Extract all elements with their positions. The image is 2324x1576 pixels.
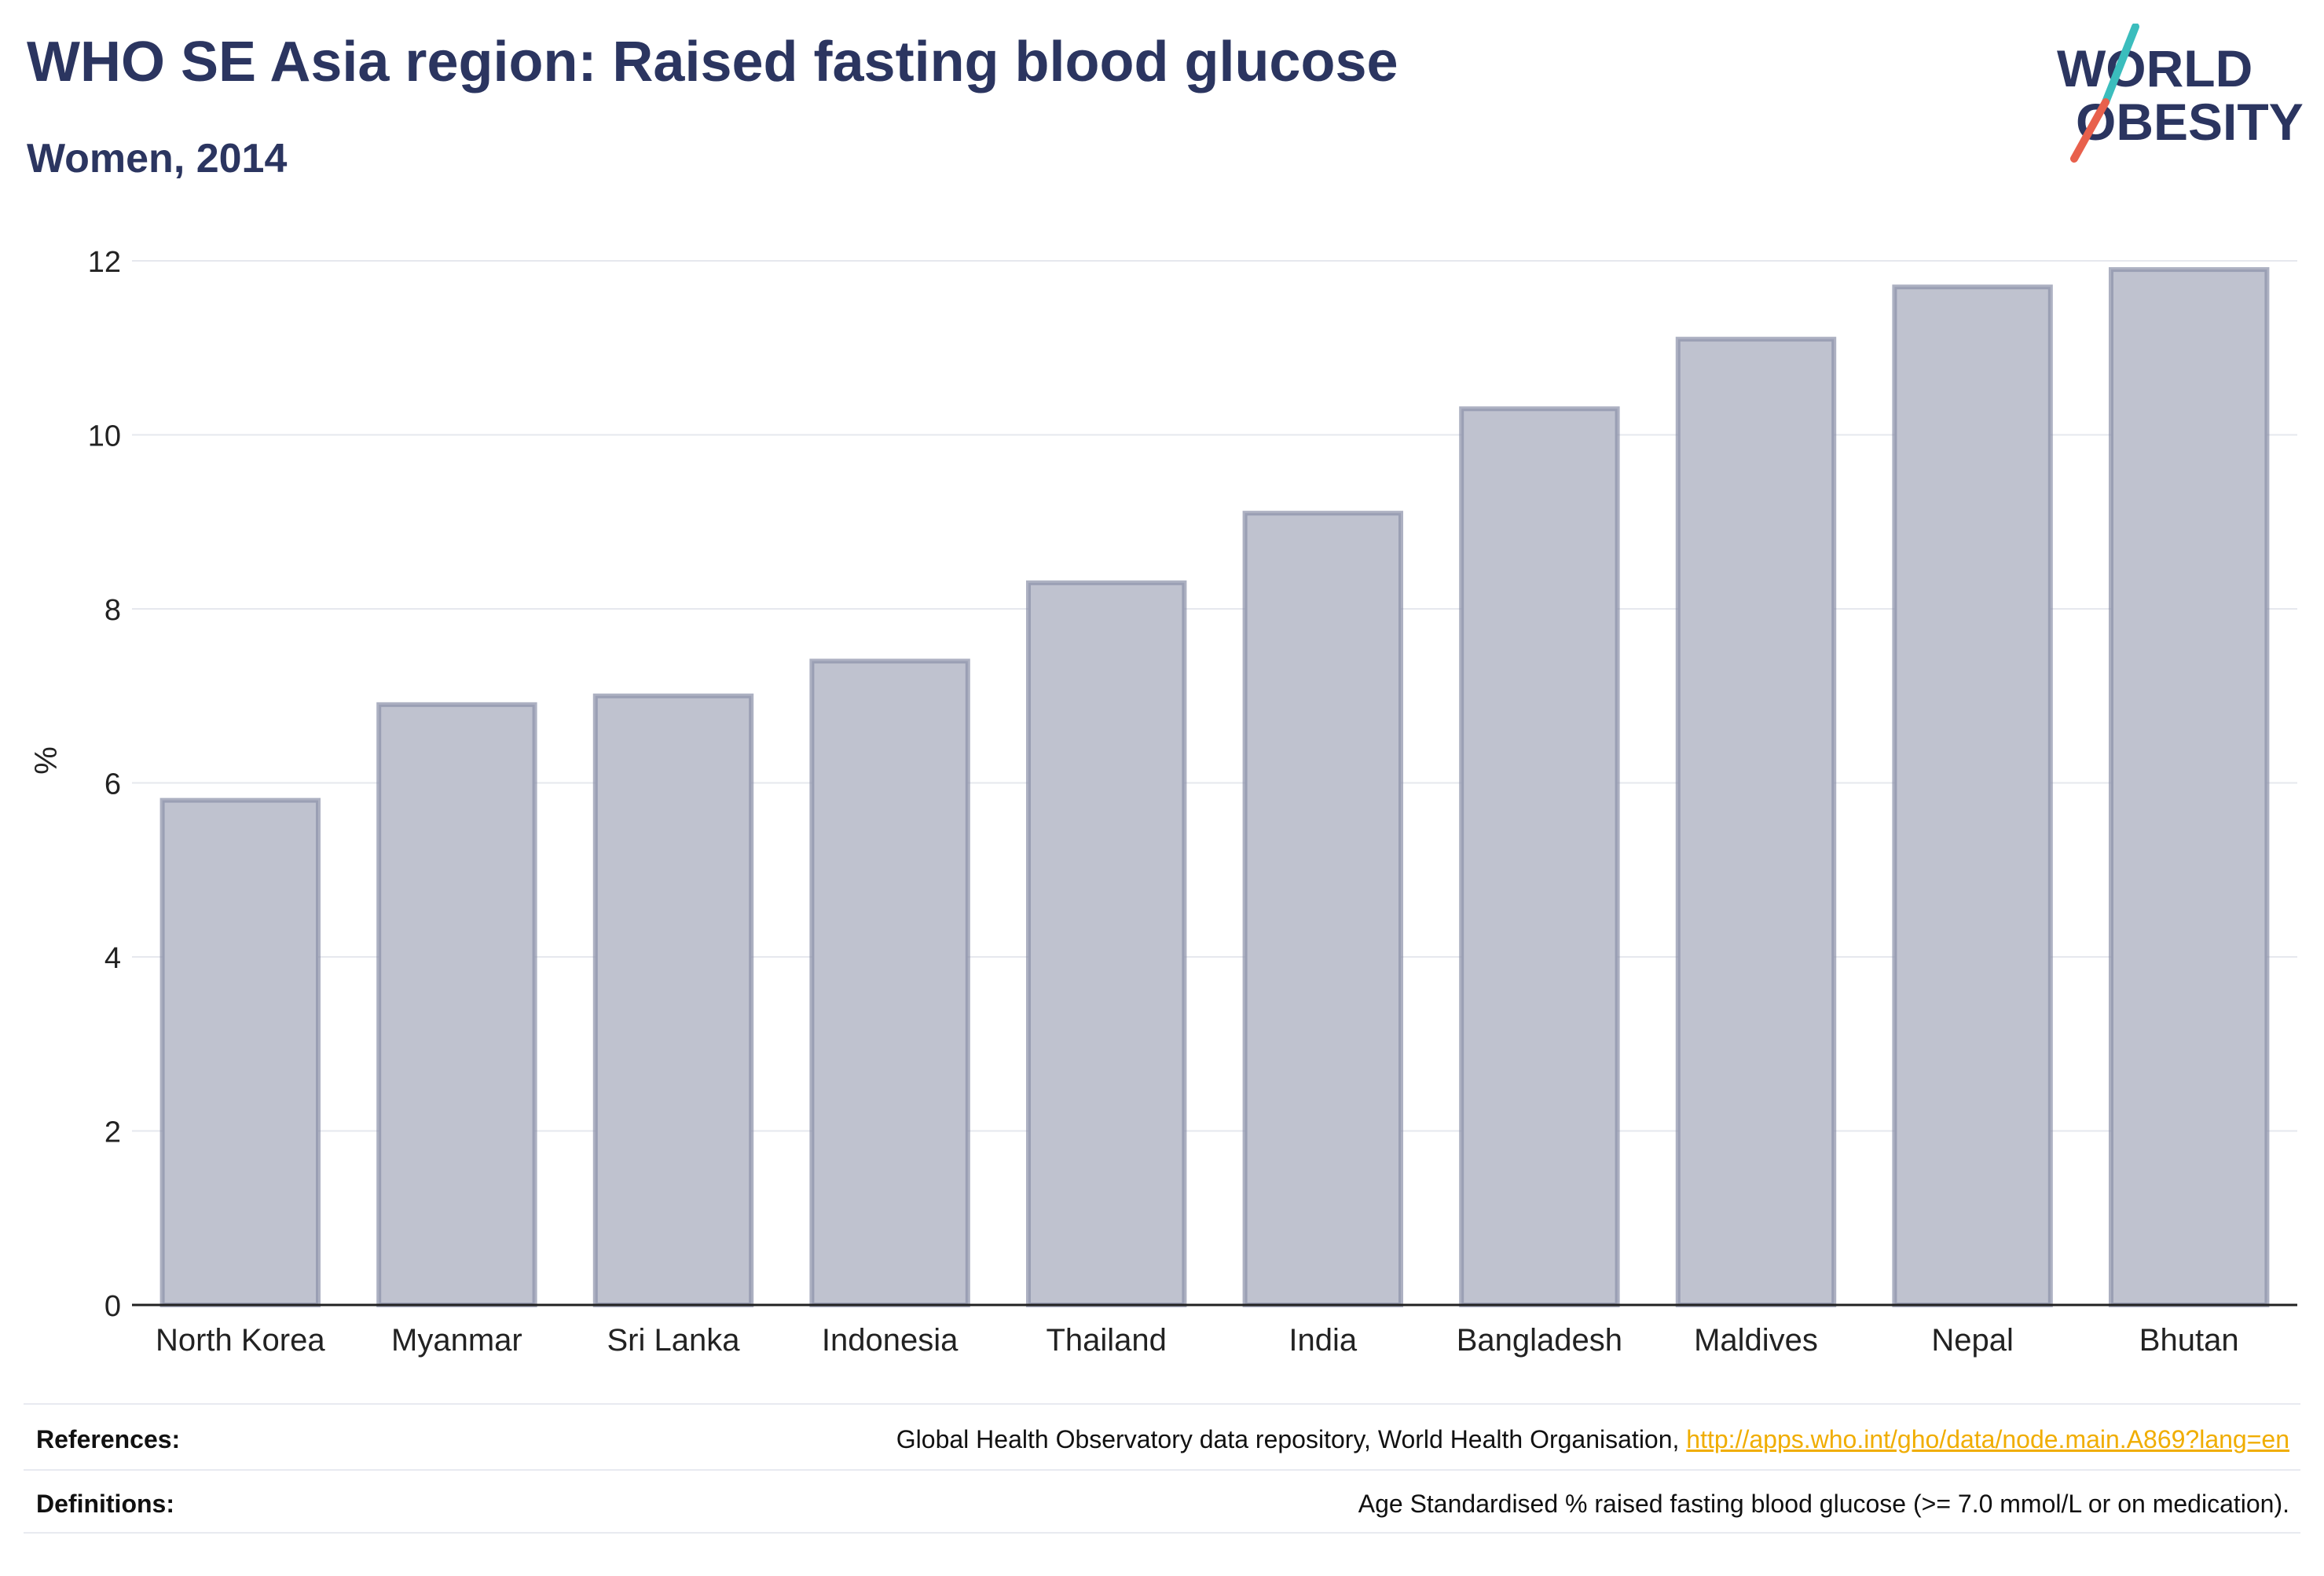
references-row: References: Global Health Observatory da…	[24, 1408, 2300, 1471]
bars	[159, 267, 2270, 1308]
x-tick-label: Bhutan	[2139, 1323, 2239, 1358]
bar-chart: 0 2 4 6 8 10 12 North Korea Myanmar Sri Lanka Ind…	[29, 246, 2297, 1358]
references-label: References:	[36, 1425, 181, 1453]
page-subtitle: Women, 2014	[27, 136, 288, 181]
page-title: WHO SE Asia region: Raised fasting blood…	[27, 31, 1398, 93]
logo-slash-top	[2102, 24, 2139, 106]
references-text: Global Health Observatory data repositor…	[896, 1425, 1687, 1453]
y-tick-label: 0	[104, 1290, 121, 1323]
bar-india	[1242, 511, 1404, 1307]
definitions-label: Definitions:	[36, 1490, 174, 1518]
x-tick-label: Indonesia	[822, 1323, 959, 1358]
world-obesity-logo: WORLD OBESITY	[2057, 24, 2304, 163]
logo-line1: WORLD	[2057, 39, 2253, 97]
bar-thailand	[1025, 580, 1187, 1307]
bar-bangladesh	[1459, 406, 1620, 1307]
bar-bhutan	[2108, 267, 2270, 1308]
x-tick-label: Nepal	[1931, 1323, 2014, 1358]
x-tick-label: Bangladesh	[1457, 1323, 1622, 1358]
x-tick-label: Sri Lanka	[607, 1323, 741, 1358]
bar-myanmar	[376, 702, 537, 1307]
x-tick-label: Maldives	[1694, 1323, 1818, 1358]
y-tick-labels: 0 2 4 6 8 10 12	[88, 246, 121, 1323]
y-tick-label: 6	[104, 768, 121, 801]
x-tick-label: India	[1288, 1323, 1357, 1358]
bar-maldives	[1675, 336, 1837, 1307]
bar-nepal	[1892, 284, 2053, 1308]
x-tick-label: Thailand	[1046, 1323, 1166, 1358]
bar-indonesia	[809, 658, 970, 1307]
x-tick-labels: North Korea Myanmar Sri Lanka Indonesia Thai…	[156, 1323, 2239, 1358]
definitions-row: Definitions: Age Standardised % raised f…	[24, 1472, 2300, 1535]
logo-slash-bottom	[2070, 98, 2110, 163]
y-tick-label: 10	[88, 420, 121, 453]
footer-divider-bottom	[24, 1532, 2300, 1534]
y-tick-label: 12	[88, 246, 121, 279]
x-tick-label: Myanmar	[391, 1323, 522, 1358]
y-axis-label: %	[29, 746, 64, 775]
footer-divider-top	[24, 1403, 2300, 1405]
y-tick-label: 8	[104, 594, 121, 627]
x-tick-label: North Korea	[156, 1323, 325, 1358]
references-link[interactable]: http://apps.who.int/gho/data/node.main.A…	[1686, 1425, 2289, 1453]
y-tick-label: 4	[104, 942, 121, 975]
logo-line2: OBESITY	[2076, 93, 2304, 151]
bar-north-korea	[159, 797, 321, 1307]
footer-divider-middle	[24, 1469, 2300, 1471]
references-value: Global Health Observatory data repositor…	[896, 1425, 2289, 1454]
definitions-value: Age Standardised % raised fasting blood …	[1358, 1490, 2289, 1518]
bar-sri-lanka	[592, 693, 754, 1307]
y-tick-label: 2	[104, 1116, 121, 1149]
